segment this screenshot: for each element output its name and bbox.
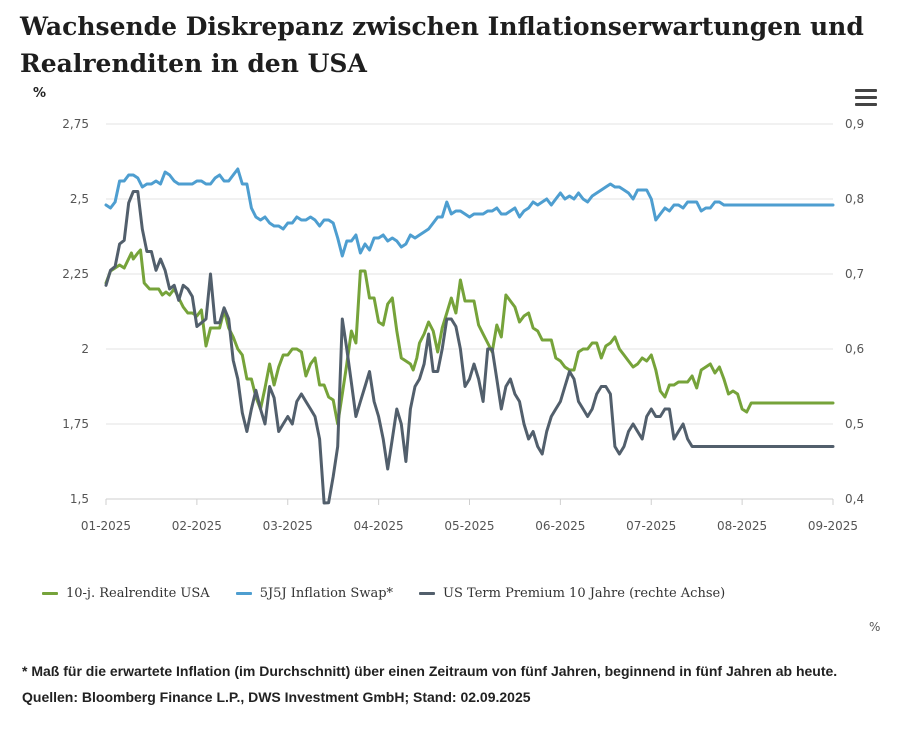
legend-swatch — [419, 592, 436, 595]
legend-item[interactable]: US Term Premium 10 Jahre (rechte Achse) — [419, 586, 725, 601]
right-tick-label: 0,5 — [845, 417, 864, 431]
series-lines — [104, 167, 835, 505]
x-tick-label: 01-2025 — [81, 519, 131, 533]
x-tick-label: 02-2025 — [172, 519, 222, 533]
x-axis-ticks: 01-2025 02-2025 03-2025 04-2025 05-2025 06-20… — [81, 498, 858, 533]
footnote-definition: * Maß für die erwartete Inflation (im Du… — [22, 663, 838, 679]
legend-item[interactable]: 5J5J Inflation Swap* — [235, 586, 394, 601]
legend: 10-j. Realrendite USA 5J5J Inflation Swap… — [42, 586, 725, 601]
x-tick-label: 09-2025 — [808, 519, 858, 533]
x-tick-label: 03-2025 — [263, 519, 313, 533]
x-tick-label: 04-2025 — [354, 519, 404, 533]
left-tick-label: 2,75 — [62, 117, 89, 131]
legend-label: 5J5J Inflation Swap* — [259, 586, 394, 601]
x-tick-label: 05-2025 — [444, 519, 494, 533]
right-tick-label: 0,9 — [845, 117, 864, 131]
x-tick-label: 06-2025 — [535, 519, 585, 533]
footnote-sources: Quellen: Bloomberg Finance L.P., DWS Inv… — [22, 689, 531, 705]
legend-swatch — [235, 592, 252, 595]
left-tick-label: 2,25 — [62, 267, 89, 281]
legend-label: 10-j. Realrendite USA — [66, 586, 210, 601]
hamburger-menu-icon[interactable] — [855, 89, 877, 107]
chart-title: Wachsende Diskrepanz zwischen Inflations… — [20, 12, 864, 78]
x-tick-label: 07-2025 — [626, 519, 676, 533]
legend-label: US Term Premium 10 Jahre (rechte Achse) — [443, 586, 726, 601]
series-line-us-term-premium-10-jahre-rechte-achse[interactable] — [104, 190, 835, 505]
x-tick-label: 08-2025 — [717, 519, 767, 533]
legend-item[interactable]: 10-j. Realrendite USA — [42, 586, 210, 601]
legend-swatch — [42, 592, 58, 595]
right-tick-label: 0,8 — [845, 192, 864, 206]
right-tick-label: 0,6 — [845, 342, 864, 356]
chart-area: 1,5 1,75 2 2,25 2,5 2,75 0,4 0,5 0,6 0,7 0,8 0,9 0… — [33, 86, 864, 533]
footnote: * Maß für die erwartete Inflation (im Du… — [22, 658, 902, 710]
left-tick-label: 2 — [81, 342, 89, 356]
series-line-10-j-realrendite-usa[interactable] — [104, 248, 835, 426]
series-line-5j5j-inflation-swap[interactable] — [104, 167, 835, 258]
right-axis-unit-bottom: % — [869, 620, 881, 634]
left-tick-label: 1,75 — [62, 417, 89, 431]
left-axis-ticks: 1,5 1,75 2 2,25 2,5 2,75 — [62, 117, 89, 506]
left-tick-label: 1,5 — [70, 492, 89, 506]
right-tick-label: 0,7 — [845, 267, 864, 281]
left-axis-unit: % — [33, 86, 46, 101]
right-axis-ticks: 0,4 0,5 0,6 0,7 0,8 0,9 — [845, 117, 864, 506]
left-tick-label: 2,5 — [70, 192, 89, 206]
right-tick-label: 0,4 — [845, 492, 864, 506]
